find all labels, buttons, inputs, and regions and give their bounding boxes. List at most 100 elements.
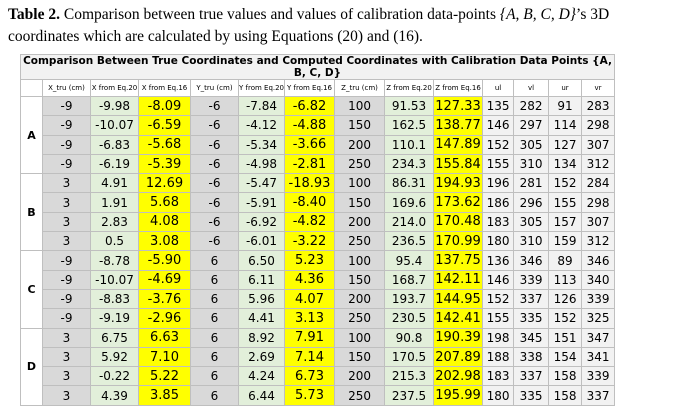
table-cell: -9	[42, 288, 91, 310]
table-cell: 234.3	[384, 153, 435, 175]
table-cell: -9	[42, 95, 91, 117]
table-cell: -6.82	[284, 95, 336, 117]
table-cell: 200	[334, 134, 386, 155]
table-cell: 6	[190, 346, 239, 368]
table-row: 3 2.83 4.08 -6 -6.92 -4.82 200 214.0 170.48 183 30…	[21, 211, 616, 233]
table-cell: 183	[482, 366, 515, 387]
table-cell: 250	[334, 385, 386, 406]
table-cell: 338	[513, 346, 550, 368]
table-cell: 157	[548, 211, 583, 233]
table-cell: 3.08	[138, 231, 191, 252]
table-cell: 339	[513, 269, 550, 290]
header-cell: X from Eq.16	[138, 79, 191, 97]
header-cell: X from Eq.20	[90, 79, 139, 97]
table-row: 3 0.5 3.08 -6 -6.01 -3.22 250 236.5 170.99 180 310…	[21, 231, 616, 252]
table-cell: 150	[334, 192, 386, 213]
table-cell: 4.07	[284, 288, 336, 310]
table-cell: 341	[581, 346, 616, 368]
table-cell: -5.39	[138, 153, 191, 175]
table-cell: -6	[190, 211, 239, 233]
table-cell: 134	[548, 153, 583, 175]
table-cell: 152	[548, 308, 583, 329]
table-cell: 202.98	[433, 366, 484, 387]
table-cell: 3	[42, 192, 91, 213]
table-row: D 3 6.75 6.63 6 8.92 7.91 100 90.8 190.39 198 345 15…	[20, 327, 616, 406]
table-cell: 3.85	[138, 385, 191, 406]
table-cell: 190.39	[433, 327, 484, 348]
table-cell: 6	[190, 327, 239, 348]
table-cell: 142.41	[433, 308, 484, 329]
table-cell: 6.44	[237, 385, 286, 406]
table-cell: 335	[513, 308, 550, 329]
table-cell: -3.22	[284, 231, 336, 252]
table-cell: 340	[581, 269, 616, 290]
table-cell: 0.5	[90, 231, 139, 252]
table-cell: -6.83	[90, 134, 139, 155]
table-cell: 100	[334, 95, 386, 117]
table-cell: 200	[334, 211, 386, 233]
table-cell: 1.91	[90, 192, 139, 213]
table-cell: 151	[548, 327, 583, 348]
table-cell: -18.93	[284, 173, 336, 194]
table-cell: 305	[513, 134, 550, 155]
table-cell: 170.99	[433, 231, 484, 252]
table-cell: -6.19	[90, 153, 139, 175]
table-cell: -6	[190, 153, 239, 175]
table-cell: 170.48	[433, 211, 484, 233]
table-cell: 127	[548, 134, 583, 155]
table-cell: 155	[482, 153, 515, 175]
header-cell: Z from Eq.16	[433, 79, 484, 97]
header-cell: ur	[548, 79, 583, 97]
table-cell: 6.73	[284, 366, 336, 387]
group-label: B	[20, 173, 43, 252]
table-cell: 237.5	[384, 385, 435, 406]
table-cell: -8.40	[284, 192, 336, 213]
table-cell: 345	[513, 327, 550, 348]
table-cell: 298	[581, 192, 616, 213]
table-cell: 281	[513, 173, 550, 194]
table-cell: 6.50	[237, 250, 286, 271]
table-row: 3 5.92 7.10 6 2.69 7.14 150 170.5 207.89 188 338 15…	[21, 346, 616, 368]
table-cell: 298	[581, 115, 616, 136]
header-cell: ul	[482, 79, 515, 97]
table-cell: 6	[190, 308, 239, 329]
header-cell: Y from Eq.16	[284, 79, 336, 97]
table-cell: 6.63	[138, 327, 191, 348]
table-cell: 3	[42, 173, 91, 194]
table-cell: -4.69	[138, 269, 191, 290]
table-cell: 250	[334, 231, 386, 252]
table-cell: 5.23	[284, 250, 336, 271]
table-cell: -6.59	[138, 115, 191, 136]
header-cell: X_tru (cm)	[42, 79, 91, 97]
group-label: D	[20, 327, 43, 406]
table-cell: 146	[482, 115, 515, 136]
table-cell: 236.5	[384, 231, 435, 252]
table-cell: 180	[482, 231, 515, 252]
table-cell: 215.3	[384, 366, 435, 387]
table-cell: 142.11	[433, 269, 484, 290]
table-cell: 194.93	[433, 173, 484, 194]
caption-text: ’s 3D coordinates which are calculated b…	[8, 6, 610, 45]
table-cell: 305	[513, 211, 550, 233]
table-row: C -9 -8.78 -5.90 6 6.50 5.23 100 95.4 137.75 136 34…	[20, 250, 616, 329]
table-cell: 12.69	[138, 173, 191, 194]
table-cell: -9	[42, 134, 91, 155]
table-cell: 183	[482, 211, 515, 233]
group-label: A	[20, 95, 43, 175]
caption-math: {A, B, C, D}	[499, 6, 577, 23]
table-cell: 2.83	[90, 211, 139, 233]
table-cell: 155	[548, 192, 583, 213]
table-cell: 195.99	[433, 385, 484, 406]
table-row: -9 -8.83 -3.76 6 5.96 4.07 200 193.7 144.95 152 33…	[21, 288, 616, 310]
table-cell: 339	[581, 288, 616, 310]
table-cell: 307	[581, 211, 616, 233]
table-cell: -10.07	[90, 115, 139, 136]
table-cell: -6.92	[237, 211, 286, 233]
table-cell: 150	[334, 346, 386, 368]
table-cell: 137.75	[433, 250, 484, 271]
table-cell: 3.13	[284, 308, 336, 329]
table-cell: 283	[581, 95, 616, 117]
table-row: -9 -6.83 -5.68 -6 -5.34 -3.66 200 110.1 147.89 15…	[21, 134, 616, 155]
table-cell: -5.34	[237, 134, 286, 155]
table-cell: 169.6	[384, 192, 435, 213]
